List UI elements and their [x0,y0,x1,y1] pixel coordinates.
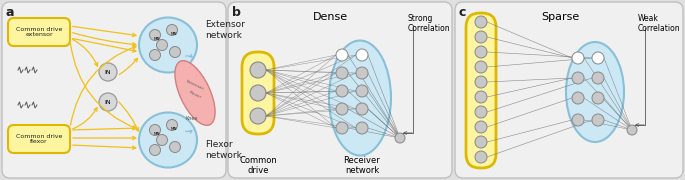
Circle shape [475,151,487,163]
Circle shape [572,72,584,84]
FancyBboxPatch shape [228,2,452,178]
Text: Common
drive: Common drive [239,156,277,175]
Text: c: c [459,6,466,19]
Circle shape [169,46,181,57]
Circle shape [336,103,348,115]
Circle shape [592,114,604,126]
Text: Knee: Knee [186,116,198,120]
Text: IN: IN [105,69,111,75]
Circle shape [572,114,584,126]
Circle shape [475,16,487,28]
Text: Common drive
extensor: Common drive extensor [16,27,62,37]
Circle shape [356,122,368,134]
Circle shape [250,108,266,124]
Circle shape [592,52,604,64]
Circle shape [356,85,368,97]
Text: Flexor
network: Flexor network [205,140,242,160]
Circle shape [336,67,348,79]
Text: Dense: Dense [312,12,347,22]
Text: MN: MN [153,132,160,136]
Text: IN: IN [105,100,111,105]
Circle shape [250,62,266,78]
FancyBboxPatch shape [455,2,683,178]
Circle shape [356,49,368,61]
Circle shape [475,31,487,43]
Ellipse shape [175,61,215,125]
Ellipse shape [329,40,391,156]
Circle shape [336,85,348,97]
FancyBboxPatch shape [8,18,70,46]
Circle shape [592,72,604,84]
Circle shape [149,145,160,156]
Circle shape [99,63,117,81]
Text: Strong
Correlation: Strong Correlation [408,14,451,33]
Circle shape [166,120,177,130]
Circle shape [475,91,487,103]
Circle shape [592,92,604,104]
Circle shape [356,67,368,79]
Text: MN: MN [153,37,160,41]
Circle shape [149,50,160,60]
Circle shape [156,134,168,145]
Circle shape [395,133,405,143]
Circle shape [149,30,160,40]
Circle shape [156,39,168,51]
Ellipse shape [139,112,197,168]
FancyBboxPatch shape [2,2,226,178]
Circle shape [475,46,487,58]
Text: MN: MN [171,32,177,36]
Text: Sparse: Sparse [541,12,579,22]
Circle shape [336,49,348,61]
Circle shape [336,122,348,134]
Circle shape [475,106,487,118]
Circle shape [475,136,487,148]
Text: Extensor: Extensor [186,79,205,91]
Circle shape [356,103,368,115]
Text: Weak
Correlation: Weak Correlation [638,14,681,33]
Circle shape [627,125,637,135]
Ellipse shape [139,17,197,73]
Circle shape [169,141,181,152]
Ellipse shape [566,42,624,142]
Circle shape [475,76,487,88]
Circle shape [475,121,487,133]
Text: a: a [6,6,14,19]
Circle shape [572,52,584,64]
FancyBboxPatch shape [466,13,496,168]
Text: Receiver
network: Receiver network [344,156,380,175]
Circle shape [250,85,266,101]
Text: Extensor
network: Extensor network [205,20,245,40]
Circle shape [572,92,584,104]
Text: b: b [232,6,241,19]
Circle shape [149,125,160,136]
Circle shape [475,61,487,73]
Text: MN: MN [171,127,177,131]
FancyBboxPatch shape [242,52,274,134]
Circle shape [166,24,177,35]
Text: Common drive
flexor: Common drive flexor [16,134,62,144]
FancyBboxPatch shape [8,125,70,153]
Text: Flexor: Flexor [188,90,202,100]
Circle shape [99,93,117,111]
